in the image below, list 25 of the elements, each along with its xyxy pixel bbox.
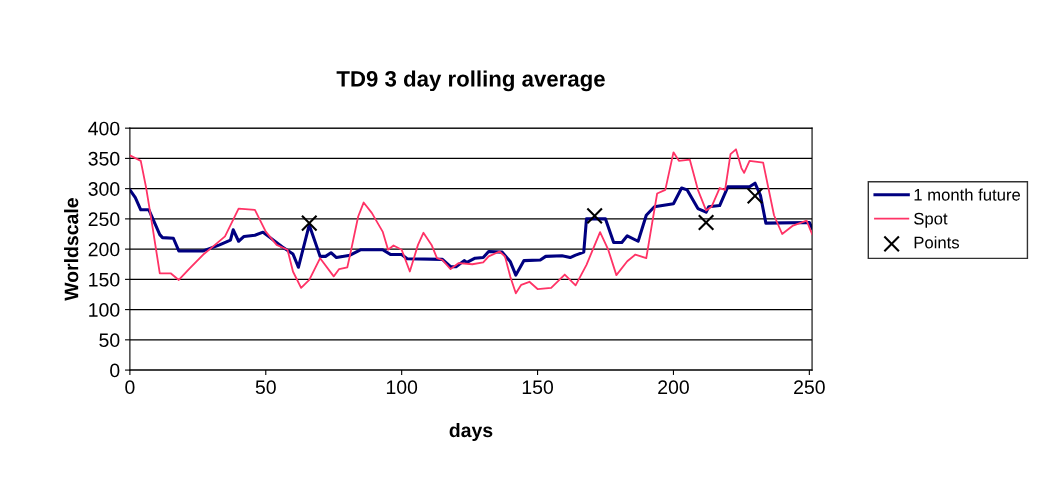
legend-label: Points [914, 236, 960, 249]
legend-label: 1 month future [914, 188, 1021, 201]
chart-title: TD9 3 day rolling average [336, 70, 605, 92]
x-tick-label: 150 [522, 380, 554, 395]
legend-label: Spot [914, 212, 948, 228]
y-tick-label: 350 [88, 151, 120, 166]
x-tick-label: 100 [386, 380, 418, 395]
x-tick-label: 250 [794, 380, 825, 395]
y-axis-title: Worldscale [64, 198, 79, 301]
y-tick-label: 200 [88, 242, 120, 257]
y-tick-label: 150 [89, 272, 120, 287]
x-axis-title: days [449, 422, 493, 442]
y-tick-label: 300 [88, 182, 120, 196]
x-tick-label: 50 [255, 380, 276, 395]
x-tick-label: 0 [125, 380, 135, 395]
y-tick-label: 400 [88, 121, 120, 136]
y-tick-label: 50 [99, 333, 120, 348]
point [586, 207, 603, 225]
point [300, 214, 318, 232]
point [697, 214, 715, 231]
y-tick-label: 0 [110, 363, 120, 378]
y-tick-label: 250 [88, 212, 120, 227]
x-tick-label: 200 [658, 380, 689, 395]
point [746, 187, 764, 205]
y-tick-label: 100 [89, 303, 120, 317]
